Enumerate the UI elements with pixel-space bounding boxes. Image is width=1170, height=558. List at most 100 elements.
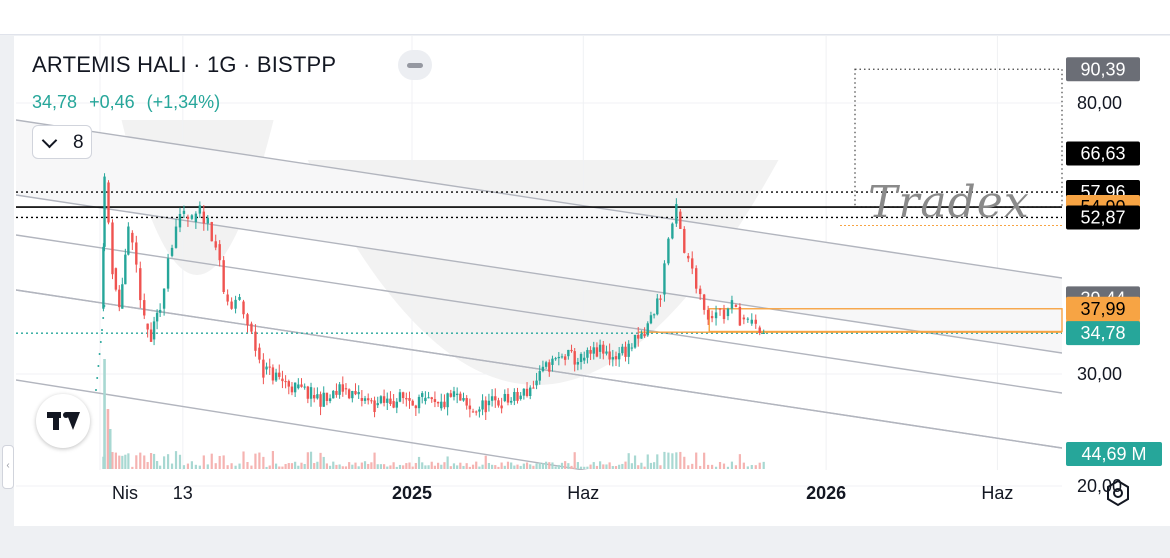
- candle: [506, 388, 510, 406]
- volume-bar: [389, 465, 392, 469]
- indicators-toggle-button[interactable]: 8: [32, 125, 92, 159]
- candle-body: [551, 358, 554, 365]
- candle-body: [579, 353, 583, 363]
- candle: [155, 309, 159, 330]
- settings-gear-icon[interactable]: [1104, 479, 1132, 507]
- candle: [389, 391, 392, 406]
- candle: [351, 390, 354, 403]
- candle: [152, 316, 156, 346]
- x-tick-label: 13: [173, 483, 193, 503]
- collapse-legend-button[interactable]: [398, 50, 432, 80]
- candle: [424, 391, 427, 405]
- candle: [293, 382, 297, 398]
- candle: [162, 288, 166, 316]
- candle: [617, 347, 621, 367]
- volume-bar: [738, 454, 741, 469]
- candle-body: [430, 397, 433, 400]
- candle: [722, 304, 726, 324]
- y-tick-label: 20,00: [1077, 476, 1122, 496]
- price-label-bg: [1066, 296, 1140, 321]
- volume-bar: [663, 451, 666, 469]
- channel-line: [16, 289, 1062, 449]
- price-trail-dot: [101, 329, 103, 331]
- candle-body: [659, 298, 662, 300]
- volume-bar: [510, 462, 513, 469]
- candle-body: [621, 346, 624, 354]
- candle-body: [242, 301, 245, 315]
- volume-bar: [513, 465, 516, 469]
- volume-bar: [367, 463, 370, 469]
- candle: [332, 389, 335, 399]
- volume-bar: [284, 464, 287, 469]
- candle-body: [414, 405, 418, 409]
- volume-bar: [194, 464, 197, 469]
- candle: [262, 353, 265, 385]
- candle: [487, 393, 491, 412]
- volume-bar: [443, 462, 446, 469]
- candle: [563, 354, 567, 366]
- candle: [656, 293, 659, 316]
- volume-bar: [695, 452, 698, 469]
- side-panel-handle[interactable]: ‹: [2, 445, 14, 489]
- candle: [710, 310, 714, 323]
- volume-bar: [370, 462, 373, 469]
- candle-body: [475, 411, 478, 413]
- volume-bar: [611, 466, 614, 469]
- candle-body: [695, 268, 698, 289]
- candle-body: [166, 258, 170, 289]
- candle-body: [471, 411, 475, 413]
- volume-bar: [465, 463, 468, 469]
- candle-body: [522, 388, 526, 396]
- volume-bar: [605, 464, 608, 469]
- tradingview-logo-icon[interactable]: [36, 394, 90, 448]
- candle-body: [222, 260, 225, 292]
- volume-bar: [535, 463, 538, 469]
- candle: [433, 391, 437, 408]
- top-bar: [0, 0, 1170, 35]
- volume-bar: [186, 463, 190, 469]
- candle-body: [440, 401, 443, 409]
- candle: [560, 353, 564, 359]
- candle-body: [583, 357, 586, 361]
- volume-bar: [462, 465, 465, 469]
- volume-bar: [643, 466, 646, 469]
- candle-body: [392, 401, 395, 408]
- candle-body: [446, 393, 449, 408]
- candle: [373, 396, 376, 418]
- candle-body: [186, 216, 190, 219]
- volume-label-text: 44,69 M: [1081, 444, 1146, 464]
- candle-body: [284, 381, 287, 383]
- candle-body: [710, 316, 714, 319]
- volume-bar: [522, 463, 525, 469]
- price-trail-dot: [102, 317, 105, 319]
- candle-body: [386, 398, 389, 403]
- candle-body: [595, 347, 599, 357]
- volume-bar: [131, 466, 134, 469]
- candle-body: [679, 211, 682, 229]
- candle: [459, 391, 462, 401]
- volume-bar: [290, 463, 294, 469]
- candle-body: [382, 396, 386, 403]
- volume-bar: [198, 465, 201, 469]
- candle: [290, 382, 294, 396]
- candle: [734, 303, 738, 308]
- volume-bar: [139, 452, 142, 469]
- volume-bar: [726, 466, 730, 469]
- volume-bar: [303, 463, 306, 469]
- candle-body: [742, 317, 746, 320]
- candle-body: [718, 308, 722, 310]
- volume-bar: [541, 463, 545, 469]
- volume-bar: [494, 465, 497, 469]
- volume-bar: [297, 465, 300, 469]
- volume-bar: [395, 466, 398, 469]
- candle-body: [309, 387, 313, 399]
- volume-bar: [146, 462, 149, 469]
- candle-body: [149, 329, 153, 342]
- candle: [513, 388, 516, 406]
- volume-bar: [106, 409, 110, 469]
- volume-bar: [742, 462, 745, 469]
- candle-body: [494, 396, 497, 401]
- volume-bar: [653, 462, 656, 469]
- price-trail-dot: [97, 365, 100, 367]
